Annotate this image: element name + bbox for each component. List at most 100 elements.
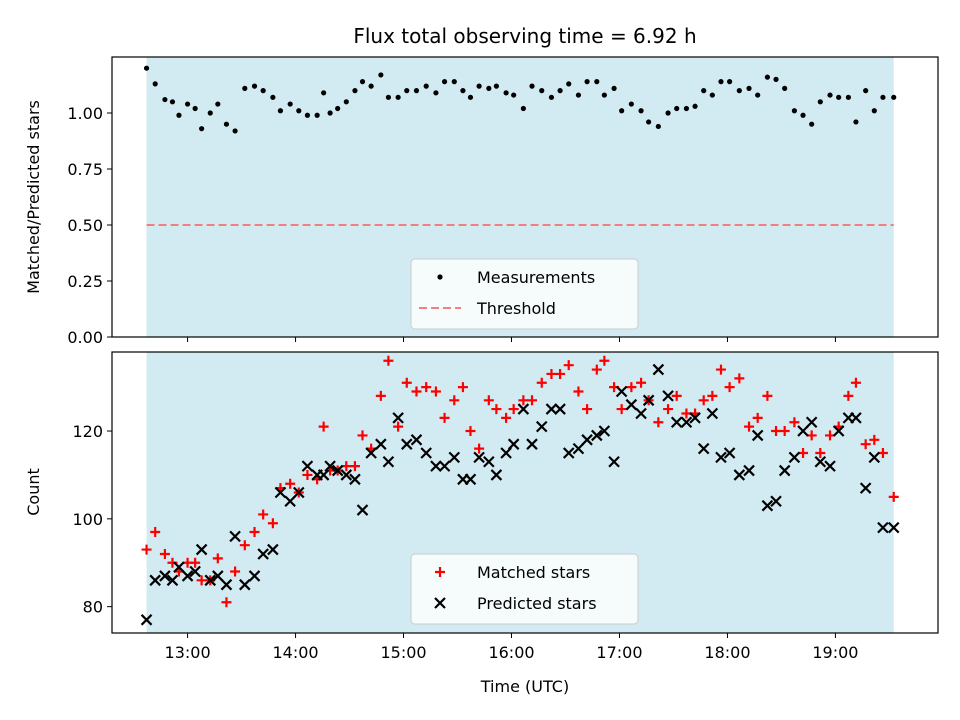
top-point-0-21: [321, 90, 327, 96]
bottom-x-tick-label-1: 14:00: [273, 643, 319, 662]
bottom-point-0-36: [449, 395, 460, 406]
bottom-point-0-51: [582, 404, 593, 415]
bottom-point-1-63: [689, 412, 701, 424]
top-point-0-70: [755, 92, 761, 98]
bottom-point-0-83: [869, 434, 880, 445]
bottom-point-1-58: [642, 394, 655, 407]
bottom-point-1-12: [239, 578, 251, 591]
bottom-y-tick-label-1: 100: [72, 510, 103, 529]
bottom-point-0-49: [563, 360, 574, 371]
top-point-0-17: [287, 101, 293, 107]
top-point-0-69: [746, 85, 752, 91]
top-point-0-6: [192, 105, 198, 112]
bottom-point-0-14: [258, 509, 269, 520]
bottom-point-0-66: [715, 364, 726, 375]
top-y-tick-label-1: 0.25: [67, 272, 103, 291]
bottom-point-0-25: [349, 461, 360, 472]
bottom-point-1-47: [545, 403, 558, 415]
bottom-point-0-17: [285, 478, 296, 489]
top-point-0-65: [709, 92, 715, 98]
bottom-point-0-37: [457, 382, 468, 393]
bottom-x-tick-label-2: 15:00: [380, 643, 426, 662]
bottom-point-1-75: [797, 425, 809, 437]
bottom-point-0-73: [779, 426, 790, 437]
top-point-0-83: [871, 108, 877, 114]
bottom-point-1-29: [382, 455, 395, 468]
bottom-point-0-39: [474, 443, 485, 454]
bottom-legend-label-1: Predicted stars: [477, 594, 597, 613]
bottom-point-1-36: [448, 451, 461, 464]
bottom-point-0-77: [815, 447, 826, 458]
bottom-point-1-3: [166, 574, 179, 587]
bottom-point-0-19: [302, 469, 313, 480]
top-point-0-24: [343, 99, 349, 105]
bottom-point-1-39: [473, 451, 485, 464]
bottom-point-1-18: [293, 486, 305, 499]
top-point-0-66: [718, 79, 724, 85]
top-point-0-63: [692, 103, 698, 109]
bottom-point-1-65: [706, 407, 719, 420]
top-point-0-22: [327, 110, 333, 116]
top-point-0-52: [594, 79, 600, 85]
top-point-0-31: [404, 88, 410, 94]
bottom-point-0-46: [536, 377, 547, 388]
bottom-point-1-82: [859, 482, 872, 494]
top-point-0-10: [223, 121, 230, 127]
top-point-0-23: [335, 105, 341, 112]
bottom-point-1-14: [257, 548, 269, 560]
top-point-0-54: [611, 85, 617, 91]
bottom-point-1-5: [181, 570, 194, 582]
top-point-0-46: [539, 88, 545, 94]
bottom-point-0-59: [653, 417, 664, 428]
bottom-point-1-31: [400, 438, 413, 450]
bottom-y-tick-label-0: 80: [83, 598, 103, 617]
top-point-0-48: [557, 88, 563, 94]
bottom-x-tick-label-0: 13:00: [165, 643, 211, 662]
top-point-0-47: [548, 94, 555, 100]
bottom-point-1-64: [697, 442, 710, 455]
top-point-0-71: [764, 74, 771, 80]
top-point-0-73: [782, 85, 788, 91]
bottom-point-0-6: [190, 557, 201, 568]
bottom-point-1-35: [438, 460, 451, 472]
bottom-point-0-12: [239, 540, 250, 551]
bottom-point-0-9: [212, 553, 223, 564]
bottom-axes-frame: [111, 351, 939, 634]
top-point-0-37: [460, 88, 466, 94]
bottom-point-1-27: [365, 447, 377, 459]
bottom-point-0-29: [383, 355, 394, 366]
bottom-point-1-38: [464, 473, 477, 486]
top-panel: 0.00 0.25 0.50 0.75 1.00 Measurements Threshol…: [67, 56, 939, 347]
bottom-point-0-80: [843, 390, 854, 401]
bottom-point-0-44: [518, 395, 529, 406]
bottom-point-0-60: [663, 404, 674, 415]
top-legend-label-1: Threshold: [476, 299, 556, 318]
bottom-legend-marker-1: [434, 597, 446, 609]
top-point-0-15: [270, 94, 276, 100]
bottom-point-0-11: [230, 566, 241, 577]
top-point-0-74: [791, 108, 797, 114]
bottom-point-1-11: [229, 530, 241, 543]
bottom-point-0-28: [375, 390, 386, 401]
top-point-0-14: [260, 88, 266, 94]
bottom-point-0-67: [724, 382, 735, 393]
bottom-panel: 80 100 120 13:00 14:00 15:00 16:00 17:00 18:00 19…: [72, 351, 939, 662]
top-point-0-13: [251, 83, 258, 89]
top-point-0-32: [413, 88, 420, 94]
top-point-0-45: [529, 83, 535, 89]
top-point-0-33: [423, 83, 429, 89]
bottom-point-1-19: [301, 460, 314, 472]
bottom-point-0-38: [465, 426, 476, 437]
top-point-0-4: [176, 112, 182, 118]
bottom-point-1-7: [195, 543, 208, 556]
top-point-0-68: [736, 88, 742, 94]
bottom-point-0-53: [599, 355, 610, 366]
bottom-point-0-15: [267, 518, 278, 529]
bottom-point-1-48: [554, 403, 566, 415]
bottom-point-1-33: [420, 447, 432, 459]
bottom-point-0-30: [393, 421, 404, 432]
top-point-0-38: [467, 94, 474, 100]
bottom-point-1-67: [723, 447, 736, 459]
top-point-0-77: [817, 99, 823, 105]
